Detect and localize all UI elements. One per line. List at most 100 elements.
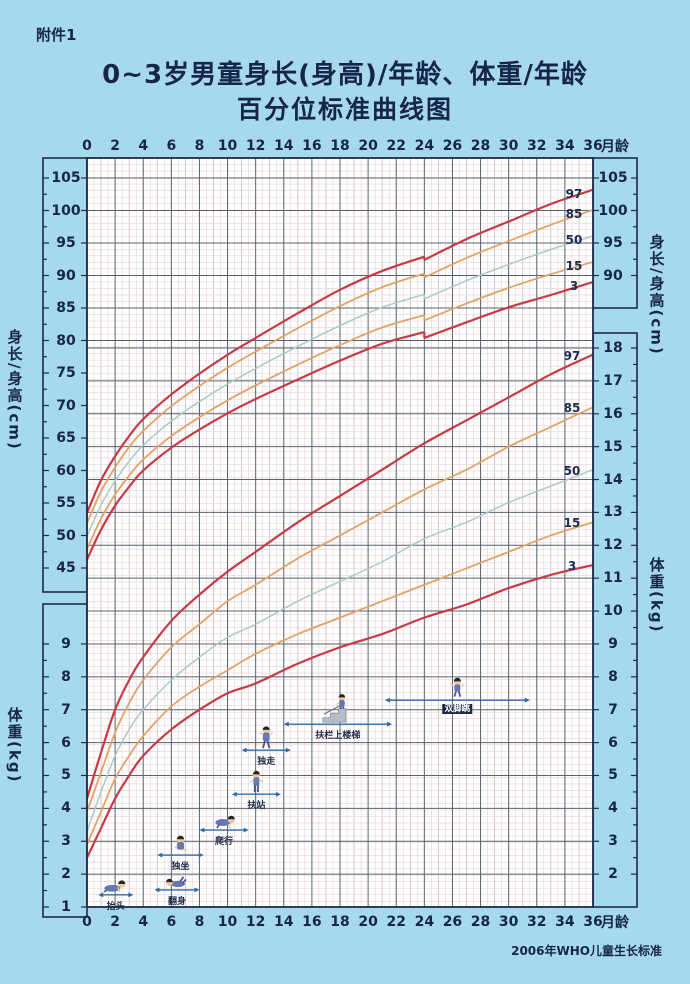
milestone-icon-part (166, 878, 173, 883)
milestone-icon-part (174, 844, 178, 849)
milestone-jump (384, 677, 530, 703)
milestone-icon-roll-over (166, 876, 187, 888)
milestone-icon-stand-support (249, 770, 263, 793)
milestone-arrow-head-right (243, 827, 249, 833)
milestone-icon-part (338, 694, 346, 698)
weight-curve-p97 (87, 353, 593, 799)
page-title-line1: 0~3岁男童身长(身高)/年龄、体重/年龄 (102, 60, 588, 90)
milestone-icon-sit-alone (174, 835, 187, 851)
right-weight-scale-band (592, 332, 638, 908)
milestone-arrow-head-left (231, 791, 237, 797)
top-month-unit-label: 月龄 (601, 139, 629, 155)
right-weight-axis-title: 体重(kg) (647, 556, 666, 634)
milestone-icon-part (335, 701, 340, 706)
milestone-walk-alone (241, 726, 291, 753)
milestone-icon-part (268, 732, 274, 736)
milestone-lift-head (98, 880, 134, 898)
milestone-icon-part (103, 889, 108, 893)
weight-curve-p3 (87, 563, 593, 859)
left-weight-scale-band (42, 603, 88, 918)
weight-curve-p85 (87, 406, 593, 812)
milestone-icon-part (216, 824, 220, 829)
weight-curve-p50 (87, 468, 593, 832)
milestone-arrow-head-left (157, 852, 163, 858)
milestone-arrow-head-left (154, 887, 160, 893)
milestone-icon-part (459, 683, 465, 688)
milestone-arrow-head-left (241, 747, 247, 753)
height-curve-p3 (87, 330, 425, 561)
milestone-icon-part (252, 770, 260, 775)
milestone-arrow-head-right (128, 892, 134, 898)
milestone-icon-climb-stairs (322, 694, 347, 723)
milestone-icon-part (339, 699, 345, 707)
milestone-arrow-head-right (387, 721, 393, 727)
milestone-crawl (199, 815, 249, 833)
right-height-scale-band (592, 157, 638, 309)
height-curve-p85-standing (423, 209, 593, 279)
milestone-icon-jump (449, 677, 465, 697)
milestone-icon-part (253, 777, 260, 786)
milestone-icon-part (258, 779, 263, 783)
milestone-icon-part (118, 880, 126, 885)
height-curve-p15-standing (423, 260, 593, 322)
height-curve-p85 (87, 272, 425, 524)
height-curve-p50 (87, 293, 425, 537)
left-height-scale-band (42, 157, 88, 593)
height-curve-p3-standing (423, 280, 593, 339)
height-curve-p15 (87, 314, 425, 550)
milestone-icon-part (262, 740, 266, 749)
height-curve-p97 (87, 255, 425, 514)
milestone-arrow-head-right (275, 791, 281, 797)
milestone-icon-part (259, 732, 264, 736)
milestone-arrow-head-left (98, 892, 104, 898)
axis-ticks (43, 177, 637, 908)
milestone-icon-part (215, 819, 231, 827)
footer-source-note: 2006年WHO儿童生长标准 (511, 944, 662, 958)
milestone-icon-part (454, 684, 461, 692)
milestone-icon-part (181, 878, 187, 884)
right-height-axis-title: 身长/身高(cm) (647, 234, 666, 356)
milestone-arrow-head-left (199, 827, 205, 833)
milestone-roll-over (154, 876, 200, 893)
milestone-sit-alone (157, 835, 204, 858)
milestone-icon-part (176, 835, 185, 840)
left-height-axis-title: 身长/身高(cm) (5, 329, 24, 451)
milestone-stand-support (231, 770, 281, 797)
milestone-icon-part (453, 677, 461, 682)
milestone-icon-part (263, 732, 270, 742)
milestone-icon-part (227, 815, 235, 820)
page-title-line2: 百分位标准曲线图 (236, 95, 453, 124)
milestone-arrow-head-left (384, 697, 390, 703)
height-curve-p50-standing (424, 235, 593, 300)
milestone-icon-part (227, 823, 231, 829)
milestone-icon-part (266, 740, 271, 749)
milestone-icon-crawl (215, 815, 235, 829)
milestone-arrow-head-right (524, 697, 530, 703)
bottom-month-unit-label: 月龄 (601, 915, 629, 931)
milestone-icon-part (104, 884, 121, 892)
milestone-icon-lift-head (103, 880, 126, 893)
milestone-icon-part (176, 842, 185, 850)
milestone-arrow-head-left (283, 721, 289, 727)
milestone-icon-part (117, 887, 121, 893)
milestone-icon-part (249, 779, 254, 783)
milestone-arrow-head-right (198, 852, 204, 858)
height-curve-p97-standing (423, 188, 593, 261)
attachment-label: 附件1 (36, 26, 77, 44)
milestone-icon-part (262, 726, 270, 730)
plot-frame (86, 157, 594, 908)
milestone-arrow-head-right (285, 747, 291, 753)
left-weight-axis-title: 体重(kg) (5, 706, 24, 784)
milestone-arrow-head-right (194, 887, 200, 893)
percentile-curves (87, 188, 593, 859)
milestone-icon-walk-alone (259, 726, 274, 749)
milestone-icon-part (170, 880, 185, 888)
milestone-icon-part (449, 683, 455, 688)
weight-curve-p15 (87, 521, 593, 845)
milestone-icon-part (179, 876, 185, 883)
milestone-icon-part (453, 691, 457, 697)
milestone-climb-stairs (283, 694, 393, 727)
milestone-icon-part (458, 691, 462, 697)
